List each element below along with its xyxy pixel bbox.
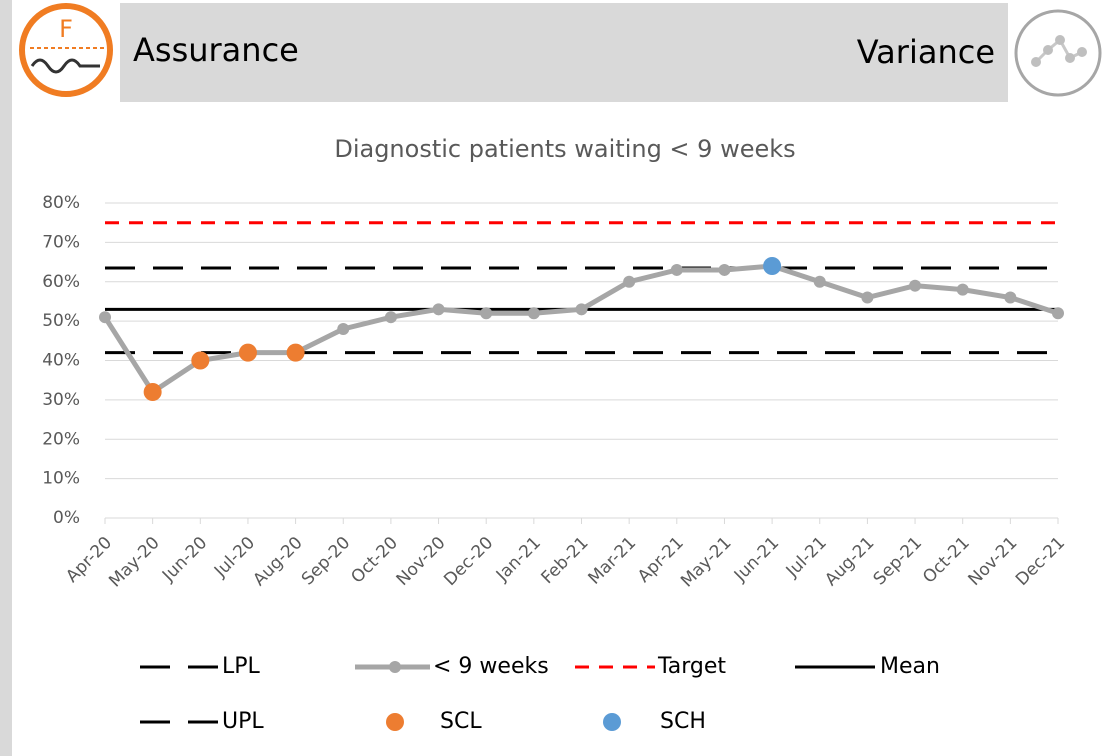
y-tick-label: 0% xyxy=(53,508,80,528)
chart-title: Diagnostic patients waiting < 9 weeks xyxy=(334,135,795,163)
legend-swatch xyxy=(386,713,404,731)
x-tick-label: May-21 xyxy=(677,533,735,591)
header-right-title: Variance xyxy=(857,33,995,71)
series-point xyxy=(337,323,350,335)
left-border xyxy=(0,0,12,756)
series-point xyxy=(480,307,493,320)
series-point xyxy=(813,275,826,288)
legend-label: < 9 weeks xyxy=(433,654,549,679)
series-point xyxy=(1052,307,1064,320)
x-tick-label: Mar-21 xyxy=(585,533,641,589)
series-point xyxy=(575,303,588,316)
special-cause-point xyxy=(143,383,162,401)
y-tick-label: 40% xyxy=(42,351,80,371)
legend-label: UPL xyxy=(222,709,264,734)
legend-label: Target xyxy=(657,654,726,679)
x-tick-label: Dec-20 xyxy=(440,533,497,590)
series-point xyxy=(956,283,969,296)
special-cause-point xyxy=(191,351,210,370)
header-bar xyxy=(120,3,1008,102)
x-tick-label: Oct-20 xyxy=(347,533,402,588)
series-point xyxy=(99,311,111,324)
x-tick-label: Nov-20 xyxy=(393,533,450,590)
x-tick-label: Feb-21 xyxy=(538,533,593,588)
x-tick-label: Jan-21 xyxy=(492,533,545,586)
variance-icon xyxy=(1014,9,1102,97)
legend-label: SCH xyxy=(660,709,706,734)
series-point xyxy=(384,311,397,324)
legend-swatch xyxy=(603,713,621,731)
series-point xyxy=(527,307,540,320)
legend-label: Mean xyxy=(880,654,940,679)
legend-label: LPL xyxy=(222,654,261,679)
legend-swatch xyxy=(389,661,401,673)
x-tick-label: Jun-20 xyxy=(158,533,211,586)
legend-label: SCL xyxy=(440,709,482,734)
series-point xyxy=(1004,291,1017,304)
x-tick-label: Aug-20 xyxy=(249,533,306,590)
x-tick-label: May-20 xyxy=(105,533,163,591)
y-tick-label: 20% xyxy=(42,429,80,449)
series-point xyxy=(718,263,731,276)
x-tick-label: Aug-21 xyxy=(821,533,878,590)
assurance-icon: F xyxy=(19,3,113,97)
y-tick-label: 80% xyxy=(42,193,80,213)
series-point xyxy=(861,291,874,304)
y-tick-label: 60% xyxy=(42,272,80,292)
header-left-title: Assurance xyxy=(133,31,299,69)
x-tick-label: Jun-21 xyxy=(730,533,783,586)
series-point xyxy=(623,275,636,288)
special-cause-point xyxy=(238,343,257,362)
series-point xyxy=(909,279,922,292)
y-tick-label: 70% xyxy=(42,232,80,252)
icon-letter: F xyxy=(59,15,73,43)
series-point xyxy=(432,303,445,316)
series-point xyxy=(670,263,683,276)
special-cause-point xyxy=(286,343,305,362)
y-tick-label: 50% xyxy=(42,311,80,331)
x-tick-label: Sep-20 xyxy=(298,533,354,589)
y-tick-label: 10% xyxy=(42,469,80,489)
x-tick-label: Dec-21 xyxy=(1012,533,1069,590)
x-tick-label: Oct-21 xyxy=(919,533,974,588)
y-tick-label: 30% xyxy=(42,390,80,410)
special-cause-point xyxy=(763,257,782,275)
x-tick-label: Nov-21 xyxy=(964,533,1021,590)
x-tick-label: Sep-21 xyxy=(870,533,926,589)
